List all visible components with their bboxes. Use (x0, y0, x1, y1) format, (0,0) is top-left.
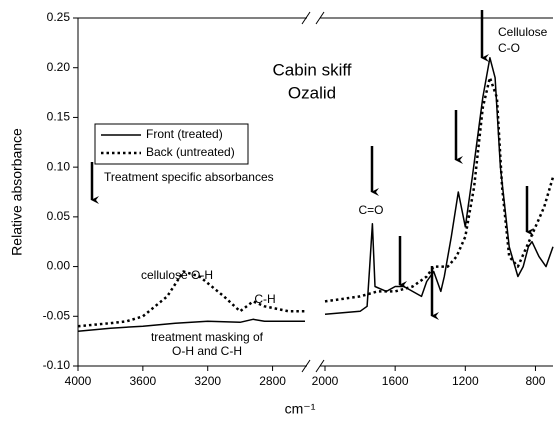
annotation: C-O (498, 41, 520, 55)
y-tick-label: 0.20 (47, 60, 71, 74)
legend-label: Front (treated) (146, 127, 223, 141)
annotation: Cabin skiff (272, 60, 351, 79)
x-tick-label: 4000 (65, 374, 92, 388)
y-tick-label: 0.15 (47, 110, 71, 124)
x-tick-label: 800 (525, 374, 545, 388)
x-tick-label: 3600 (130, 374, 157, 388)
series-line (324, 57, 554, 316)
x-tick-label: 1200 (452, 374, 479, 388)
legend-box (94, 123, 249, 165)
y-tick-label: -0.05 (43, 308, 71, 322)
series-line (77, 318, 305, 332)
annotation: Treatment specific absorbances (104, 170, 274, 184)
x-tick-label: 3200 (194, 374, 221, 388)
x-axis-label: cm⁻¹ (285, 401, 316, 417)
annotation: Cellulose (498, 25, 548, 39)
x-tick-label: 2800 (259, 374, 286, 388)
annotation: cellulose O-H (141, 268, 213, 282)
y-tick-label: 0.10 (47, 159, 71, 173)
x-tick-label: 1600 (382, 374, 409, 388)
y-axis-label: Relative absorbance (9, 128, 25, 256)
y-tick-label: 0.00 (47, 259, 71, 273)
series-line (77, 270, 305, 328)
y-tick-label: 0.05 (47, 209, 71, 223)
annotation: Ozalid (288, 83, 336, 102)
y-tick-label: -0.10 (43, 358, 71, 372)
frame (77, 11, 553, 373)
annotation: C-H (254, 292, 275, 306)
annotation: O-H and C-H (172, 344, 242, 358)
legend-label: Back (untreated) (146, 145, 235, 159)
series-line (324, 76, 555, 303)
annotation: C=O (358, 203, 383, 217)
x-tick-label: 2000 (312, 374, 339, 388)
legend: Front (treated) Back (untreated) (94, 123, 249, 165)
annotation: treatment masking of (151, 330, 264, 344)
y-tick-label: 0.25 (47, 10, 71, 24)
